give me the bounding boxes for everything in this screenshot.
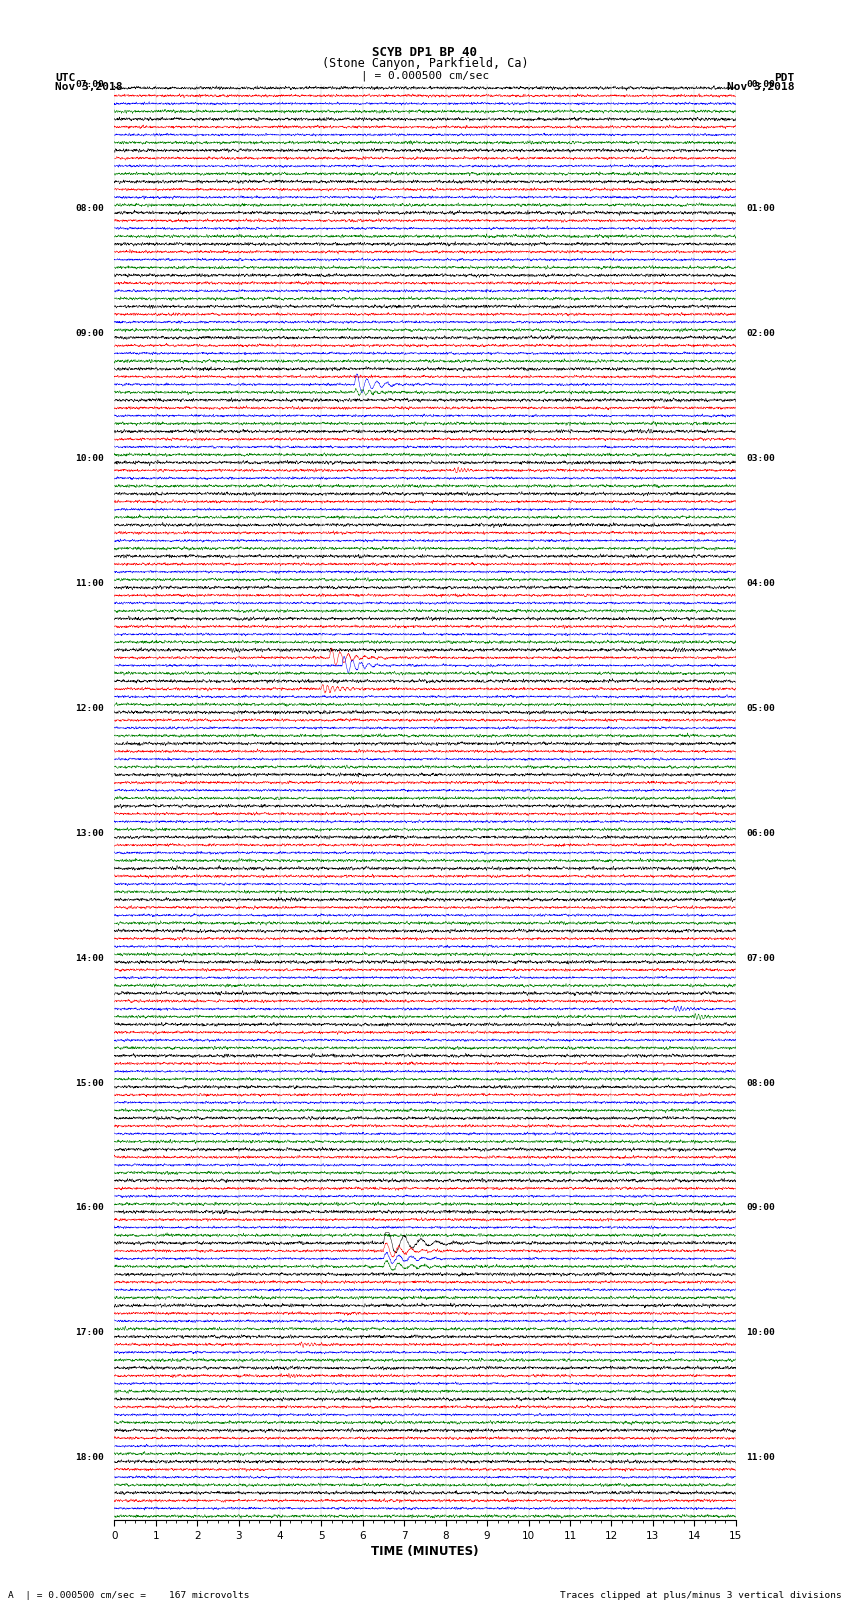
Text: Nov 3,2018: Nov 3,2018 bbox=[728, 82, 795, 92]
Text: 07:00: 07:00 bbox=[75, 79, 104, 89]
Text: 09:00: 09:00 bbox=[746, 1203, 775, 1213]
Text: 10:00: 10:00 bbox=[746, 1327, 775, 1337]
Text: 01:00: 01:00 bbox=[746, 205, 775, 213]
Text: 08:00: 08:00 bbox=[75, 205, 104, 213]
Text: (Stone Canyon, Parkfield, Ca): (Stone Canyon, Parkfield, Ca) bbox=[321, 56, 529, 71]
Text: 14:00: 14:00 bbox=[75, 953, 104, 963]
Text: 16:00: 16:00 bbox=[75, 1203, 104, 1213]
Text: 07:00: 07:00 bbox=[746, 953, 775, 963]
Text: 18:00: 18:00 bbox=[75, 1453, 104, 1461]
Text: 04:00: 04:00 bbox=[746, 579, 775, 589]
Text: 15:00: 15:00 bbox=[75, 1079, 104, 1087]
Text: 13:00: 13:00 bbox=[75, 829, 104, 837]
Text: 08:00: 08:00 bbox=[746, 1079, 775, 1087]
Text: 09:00: 09:00 bbox=[75, 329, 104, 339]
Text: 11:00: 11:00 bbox=[746, 1453, 775, 1461]
Text: | = 0.000500 cm/sec: | = 0.000500 cm/sec bbox=[361, 71, 489, 82]
Text: 10:00: 10:00 bbox=[75, 455, 104, 463]
Text: SCYB DP1 BP 40: SCYB DP1 BP 40 bbox=[372, 45, 478, 58]
Text: Nov 3,2018: Nov 3,2018 bbox=[55, 82, 122, 92]
Text: 00:00: 00:00 bbox=[746, 79, 775, 89]
Text: 03:00: 03:00 bbox=[746, 455, 775, 463]
Text: 06:00: 06:00 bbox=[746, 829, 775, 837]
Text: 11:00: 11:00 bbox=[75, 579, 104, 589]
Text: A  | = 0.000500 cm/sec =    167 microvolts: A | = 0.000500 cm/sec = 167 microvolts bbox=[8, 1590, 250, 1600]
Text: 12:00: 12:00 bbox=[75, 703, 104, 713]
Text: 02:00: 02:00 bbox=[746, 329, 775, 339]
Text: PDT: PDT bbox=[774, 73, 795, 82]
X-axis label: TIME (MINUTES): TIME (MINUTES) bbox=[371, 1545, 479, 1558]
Text: 05:00: 05:00 bbox=[746, 703, 775, 713]
Text: Traces clipped at plus/minus 3 vertical divisions: Traces clipped at plus/minus 3 vertical … bbox=[560, 1590, 842, 1600]
Text: 17:00: 17:00 bbox=[75, 1327, 104, 1337]
Text: UTC: UTC bbox=[55, 73, 76, 82]
